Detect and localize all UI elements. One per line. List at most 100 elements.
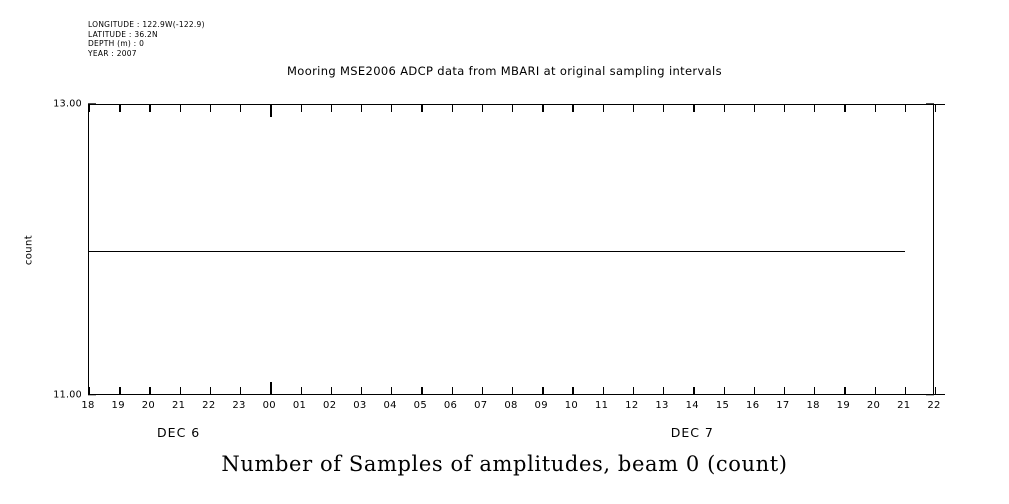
x-tick-label: 12 — [625, 400, 639, 411]
metadata-latitude: LATITUDE : 36.2N — [88, 29, 158, 39]
y-axis-title: count — [23, 234, 35, 266]
x-tick-label: 06 — [443, 400, 458, 411]
bottom-axis-overhang — [934, 393, 945, 395]
x-tick-mark — [421, 387, 423, 394]
x-tick-label: 18 — [806, 400, 820, 411]
x-tick-mark — [753, 387, 755, 394]
y-tick-label: 13.00 — [53, 98, 82, 110]
metadata-longitude: LONGITUDE : 122.9W(-122.9) — [88, 20, 205, 29]
x-tick-mark-top — [240, 105, 242, 112]
x-tick-mark — [663, 387, 665, 394]
y-tick-mark-right — [926, 103, 934, 105]
x-tick-mark — [572, 387, 574, 394]
x-tick-label: 20 — [866, 400, 881, 411]
x-tick-label: 15 — [715, 400, 730, 411]
x-tick-label: 16 — [746, 400, 760, 411]
x-tick-label: 21 — [897, 400, 911, 411]
x-tick-label: 00 — [262, 400, 276, 411]
x-tick-mark — [179, 387, 181, 394]
data-series-line — [89, 250, 905, 253]
x-tick-label: 18 — [81, 400, 95, 411]
chart-caption: Number of Samples of amplitudes, beam 0 … — [221, 452, 788, 476]
x-tick-mark-top — [844, 105, 846, 112]
x-tick-mark-top — [723, 105, 725, 112]
x-tick-mark-top — [542, 105, 544, 112]
x-tick-mark — [783, 387, 786, 394]
x-tick-label: 19 — [836, 400, 851, 411]
x-tick-mark-top — [904, 105, 907, 112]
x-tick-label: 20 — [141, 400, 156, 411]
x-tick-label: 21 — [171, 400, 186, 411]
x-tick-label: 02 — [323, 400, 337, 411]
x-tick-mark — [874, 387, 876, 394]
x-tick-label: 11 — [594, 400, 609, 411]
x-tick-mark-top — [481, 105, 484, 112]
x-tick-mark-top — [391, 105, 393, 112]
x-tick-mark-top — [935, 105, 937, 112]
metadata-block: LONGITUDE : 122.9W(-122.9) LATITUDE : 36… — [88, 20, 205, 58]
x-tick-mark — [814, 387, 816, 394]
x-tick-label: 08 — [504, 400, 518, 411]
x-tick-mark-top — [330, 105, 332, 112]
x-tick-mark — [300, 387, 302, 394]
metadata-year: YEAR : 2007 — [88, 48, 137, 58]
x-tick-label: 22 — [927, 400, 941, 411]
x-tick-mark-top — [149, 105, 151, 112]
x-tick-label: 14 — [685, 400, 699, 411]
x-tick-mark — [632, 387, 635, 394]
y-tick-mark-right — [926, 394, 934, 396]
top-axis-overhang — [934, 104, 945, 106]
x-tick-label: 23 — [232, 400, 246, 411]
chart-title: Mooring MSE2006 ADCP data from MBARI at … — [287, 64, 722, 78]
x-day-label: DEC 6 — [157, 425, 201, 440]
x-tick-mark — [451, 387, 453, 394]
x-tick-label: 13 — [655, 400, 669, 411]
x-tick-mark-top — [119, 105, 121, 112]
x-tick-mark — [542, 387, 544, 394]
x-tick-mark-top — [814, 105, 816, 112]
x-tick-mark — [693, 387, 695, 394]
x-tick-label: 09 — [534, 400, 548, 411]
x-tick-mark-top — [209, 105, 212, 112]
x-tick-mark-top — [753, 105, 755, 112]
x-tick-mark — [149, 387, 151, 394]
x-tick-mark-top — [663, 105, 665, 112]
x-tick-mark — [330, 387, 332, 394]
x-tick-label: 04 — [383, 400, 397, 411]
x-tick-mark-top — [632, 105, 635, 112]
x-tick-mark — [240, 387, 242, 394]
x-tick-mark — [209, 387, 212, 394]
x-tick-mark — [904, 387, 907, 394]
x-tick-mark-top — [179, 105, 181, 112]
x-tick-mark — [360, 387, 363, 394]
x-tick-label: 01 — [292, 400, 307, 411]
x-tick-mark — [89, 387, 91, 394]
x-tick-mark-top — [421, 105, 423, 112]
y-tick-label: 11.00 — [53, 389, 82, 401]
y-axis-labels: 13.00 11.00 — [22, 0, 82, 504]
x-tick-mark — [844, 387, 846, 394]
x-tick-mark — [935, 387, 937, 394]
x-tick-mark-top — [512, 105, 514, 112]
x-tick-mark-top — [783, 105, 786, 112]
x-tick-label: 07 — [474, 400, 488, 411]
x-tick-mark-top — [270, 105, 272, 117]
x-day-label: DEC 7 — [670, 425, 714, 440]
x-tick-mark — [119, 387, 121, 394]
x-tick-mark-top — [693, 105, 695, 112]
x-tick-mark-top — [300, 105, 302, 112]
x-tick-label: 22 — [202, 400, 216, 411]
x-tick-label: 03 — [353, 400, 367, 411]
x-tick-mark — [481, 387, 484, 394]
metadata-depth: DEPTH (m) : 0 — [88, 39, 145, 49]
x-tick-mark-top — [572, 105, 574, 112]
x-tick-mark-top — [360, 105, 363, 112]
plot-frame — [88, 104, 937, 395]
x-tick-mark-top — [89, 105, 91, 112]
x-tick-label: 10 — [564, 400, 579, 411]
x-tick-mark-top — [874, 105, 876, 112]
x-tick-mark — [512, 387, 514, 394]
y-tick-mark — [88, 394, 96, 396]
x-tick-label: 19 — [111, 400, 125, 411]
